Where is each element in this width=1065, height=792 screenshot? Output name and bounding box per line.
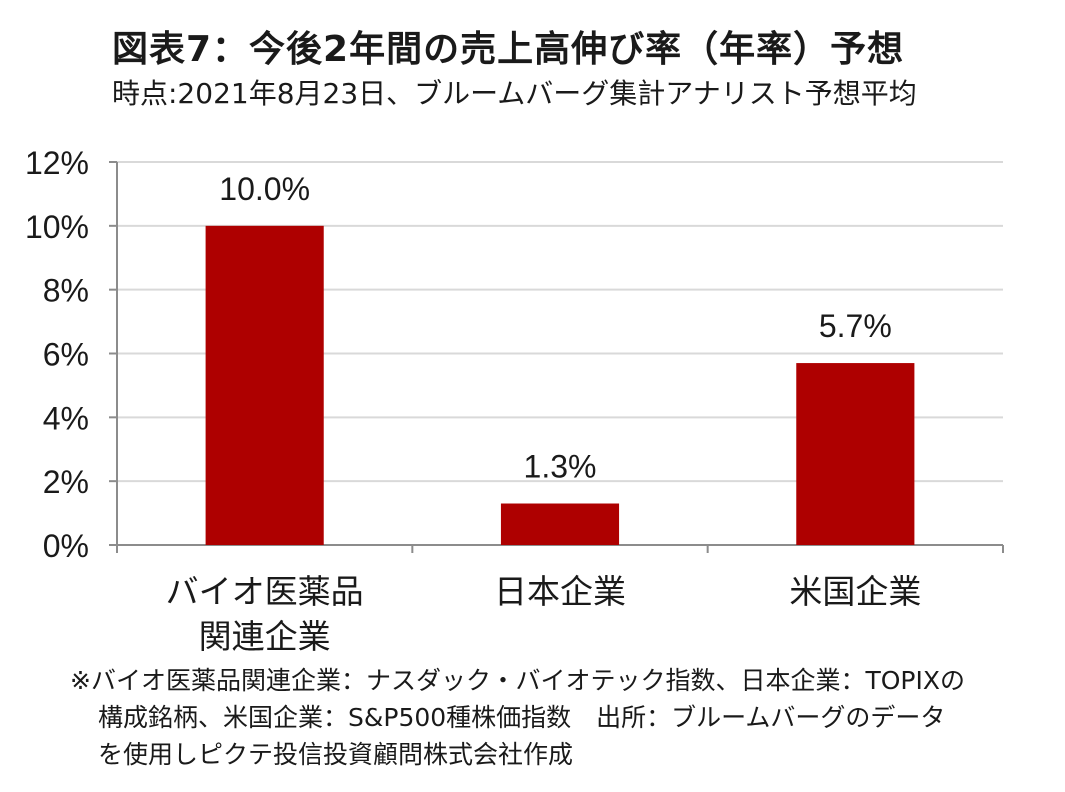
y-tick-label: 8% <box>43 273 89 309</box>
footnote: ※バイオ医薬品関連企業：ナスダック・バイオテック指数、日本企業：TOPIXの 構… <box>70 662 1060 773</box>
chart-subtitle: 時点:2021年8月23日、ブルームバーグ集計アナリスト予想平均 <box>112 77 917 110</box>
category-label: バイオ医薬品 <box>166 572 364 611</box>
category-label: 米国企業 <box>789 572 921 611</box>
y-tick-label: 4% <box>43 400 89 436</box>
y-tick-label: 2% <box>43 464 89 500</box>
y-tick-label: 12% <box>25 145 89 181</box>
bar <box>205 225 324 546</box>
bar <box>500 503 620 545</box>
footnote-line-1: ※バイオ医薬品関連企業：ナスダック・バイオテック指数、日本企業：TOPIXの <box>70 666 965 695</box>
category-label: 関連企業 <box>199 617 331 656</box>
y-tick-label: 6% <box>43 337 89 373</box>
data-label: 5.7% <box>819 308 892 344</box>
bar <box>796 363 915 545</box>
data-label: 10.0% <box>219 171 310 207</box>
y-tick-label: 10% <box>25 209 89 245</box>
chart-title: 図表7：今後2年間の売上高伸び率（年率）予想 <box>112 29 905 70</box>
data-label: 1.3% <box>524 449 597 485</box>
bar-chart: 0% 2% 4% 6% 8% 10% 12% 10.0% バイオ医薬品関連企業 1.3% 日本企業 5… <box>25 145 1004 656</box>
footnote-line-3: を使用しピクテ投信投資顧問株式会社作成 <box>98 740 574 769</box>
footnote-line-2: 構成銘柄、米国企業：S&P500種株価指数 出所：ブルームバーグのデータ <box>98 703 946 732</box>
y-tick-label: 0% <box>43 528 89 564</box>
category-label: 日本企業 <box>494 572 626 611</box>
